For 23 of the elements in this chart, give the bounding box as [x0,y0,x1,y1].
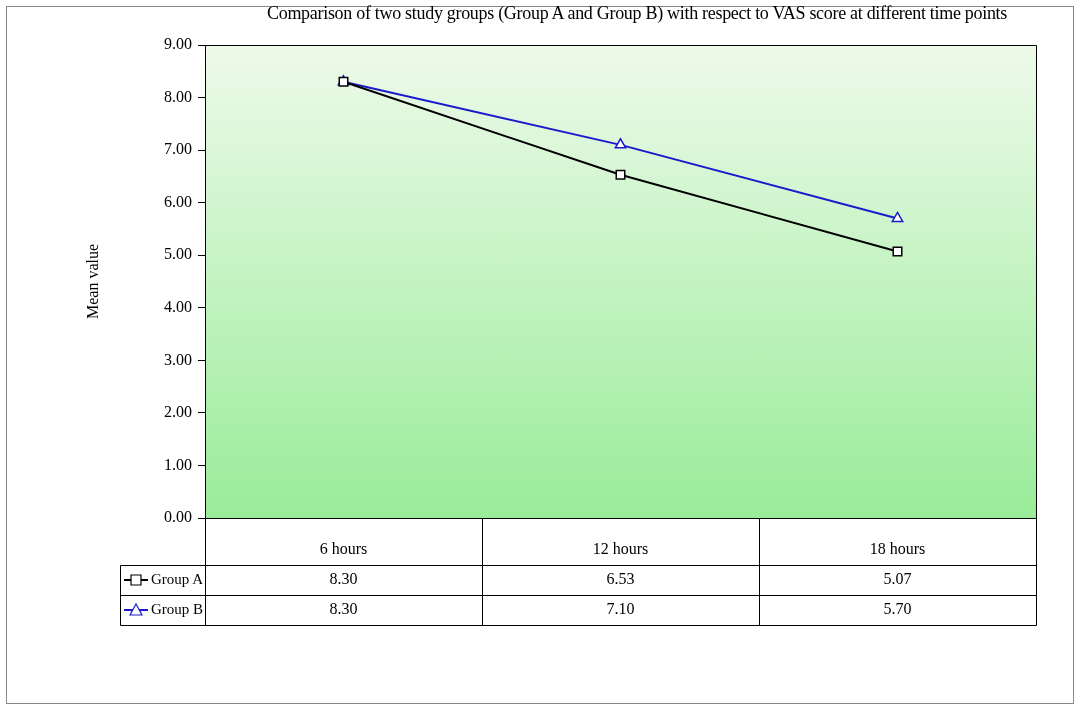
x-tick-label: 18 hours [869,539,926,557]
data-label: 5.07 [883,570,912,588]
y-tick-label: 4.00 [164,297,192,315]
data-label: 8.30 [329,600,358,618]
y-tick-label: 3.00 [164,350,192,368]
data-label: 5.70 [883,600,912,618]
y-tick-label: 1.00 [164,455,192,473]
y-tick-label: 8.00 [164,87,192,105]
y-tick-label: 0.00 [164,508,192,526]
x-tick-label: 12 hours [592,539,649,557]
y-axis-title: Mean value [83,243,101,320]
data-label: 6.53 [606,570,635,588]
y-tick-label: 6.00 [164,192,192,210]
data-label: 8.30 [329,570,358,588]
y-tick-label: 2.00 [164,403,192,421]
data-label: 7.10 [606,600,635,618]
y-tick-label: 9.00 [164,35,192,53]
chart-title: Comparison of two study groups (Group A and Group B) with respect to VAS score at different time points [266,2,1008,24]
x-tick-label: 6 hours [319,539,368,557]
y-tick-label: 7.00 [164,140,192,158]
legend-label: Group B [151,600,204,617]
y-tick-label: 5.00 [164,245,192,263]
legend-label: Group A [151,570,204,587]
